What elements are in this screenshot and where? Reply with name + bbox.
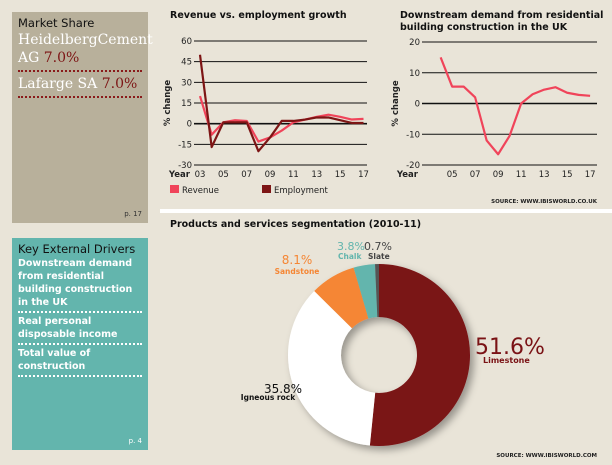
slice-slate — [374, 264, 379, 318]
chart-title: Revenue vs. employment growth — [170, 10, 347, 21]
market-share-panel: Market Share HeidelbergCement AG 7.0% La… — [12, 12, 153, 223]
x-tick-label: 05 — [218, 170, 229, 180]
source-label: SOURCE: WWW.IBISWORLD.COM — [496, 453, 597, 459]
slice-limestone — [369, 264, 471, 446]
x-axis-label: Year — [396, 170, 419, 180]
x-axis-label: Year — [168, 170, 191, 180]
slice-category-label: Limestone — [483, 356, 530, 365]
chart-title: Downstream demand from residential — [400, 10, 603, 21]
x-tick-label: 05 — [447, 170, 458, 180]
market-share-item: Lafarge SA 7.0% — [18, 75, 142, 98]
y-tick-label: 20 — [409, 38, 420, 48]
legend-label: Employment — [274, 186, 329, 196]
company-name: Lafarge SA — [18, 76, 98, 92]
legend-swatch — [262, 185, 271, 193]
y-axis-label: % change — [391, 80, 401, 126]
page-reference[interactable]: p. 4 — [128, 437, 142, 445]
source-label: SOURCE: WWW.IBISWORLD.CO.UK — [491, 199, 598, 205]
y-tick-label: 45 — [181, 58, 192, 68]
slice-chalk — [353, 264, 378, 319]
slice-category-label: Sandstone — [275, 267, 320, 276]
slice-value-label: 51.6% — [475, 335, 545, 360]
x-tick-label: 17 — [358, 170, 369, 180]
driver-item: Total value of construction — [18, 347, 142, 377]
slice-value-label: 35.8% — [264, 382, 302, 396]
slice-category-label: Igneous rock — [241, 393, 296, 402]
y-axis-label: % change — [163, 80, 173, 126]
x-tick-label: 17 — [585, 170, 596, 180]
share-value: 7.0% — [43, 50, 80, 66]
slice-value-label: 3.8% — [337, 240, 365, 253]
slice-category-label: Chalk — [338, 252, 362, 261]
y-tick-label: 0 — [415, 100, 420, 110]
x-tick-label: 15 — [335, 170, 346, 180]
x-tick-label: 07 — [470, 170, 481, 180]
x-tick-label: 13 — [539, 170, 550, 180]
series-line-demand — [439, 56, 591, 156]
x-tick-label: 09 — [493, 170, 504, 180]
series-line-employment — [198, 54, 364, 153]
legend-label: Revenue — [182, 186, 219, 196]
y-tick-label: -10 — [406, 130, 420, 140]
section-divider — [160, 209, 612, 213]
x-tick-label: 11 — [516, 170, 527, 180]
company-name: HeidelbergCement AG — [18, 32, 153, 66]
market-share-item: HeidelbergCement AG 7.0% — [18, 31, 153, 72]
y-tick-label: 10 — [409, 69, 420, 79]
chart-title: building construction in the UK — [400, 22, 568, 33]
x-tick-label: 11 — [288, 170, 299, 180]
page-reference[interactable]: p. 17 — [124, 210, 142, 218]
x-tick-label: 07 — [241, 170, 252, 180]
x-tick-label: 13 — [311, 170, 322, 180]
slice-igneous-rock — [287, 291, 376, 446]
slice-value-label: 8.1% — [282, 253, 313, 267]
chart-title: Products and services segmentation (2010… — [170, 219, 421, 230]
y-tick-label: -30 — [178, 161, 192, 171]
market-share-title: Market Share — [18, 16, 95, 30]
y-tick-label: -20 — [406, 161, 420, 171]
slice-sandstone — [314, 267, 369, 329]
driver-item: Real personal disposable income — [18, 315, 142, 345]
share-value: 7.0% — [101, 76, 138, 92]
x-tick-label: 09 — [265, 170, 276, 180]
driver-item: Downstream demand from residential build… — [18, 257, 142, 313]
y-tick-label: 30 — [181, 78, 192, 88]
x-tick-label: 03 — [195, 170, 206, 180]
key-drivers-panel: Key External Drivers Downstream demand f… — [12, 238, 148, 450]
donut — [287, 264, 471, 446]
key-drivers-title: Key External Drivers — [18, 242, 136, 256]
y-tick-label: 0 — [187, 120, 192, 130]
y-tick-label: -15 — [178, 140, 192, 150]
slice-value-label: 0.7% — [364, 240, 392, 253]
y-tick-label: 15 — [181, 99, 192, 109]
slice-category-label: Slate — [368, 252, 390, 261]
x-tick-label: 15 — [562, 170, 573, 180]
legend-swatch — [170, 185, 179, 193]
y-tick-label: 60 — [181, 37, 192, 47]
